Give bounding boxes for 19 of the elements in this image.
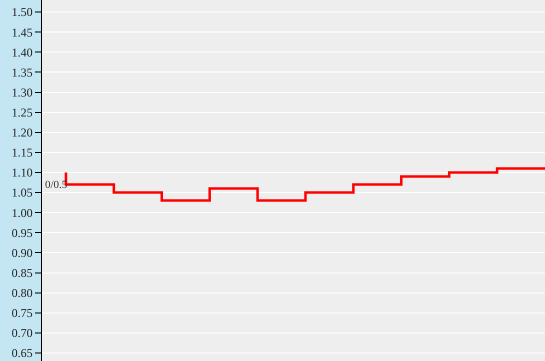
annotation: 0/0.5	[45, 179, 68, 191]
y-tick-label: 1.40	[12, 45, 33, 60]
y-tick-label: 0.85	[12, 266, 33, 280]
y-tick-label: 0.80	[12, 286, 33, 300]
y-tick-label: 0.70	[12, 326, 33, 340]
y-tick-label: 1.30	[12, 85, 33, 100]
y-tick-label: 1.25	[12, 106, 33, 120]
y-tick-label: 0.90	[12, 246, 33, 260]
y-tick-label: 1.20	[12, 126, 33, 140]
y-tick-label: 0.65	[12, 346, 33, 360]
y-tick-label: 1.35	[12, 65, 33, 80]
y-tick-label: 1.45	[12, 25, 33, 40]
y-tick-label: 1.05	[12, 186, 33, 200]
y-tick-label: 1.10	[12, 166, 33, 180]
y-tick-label: 0.75	[12, 306, 33, 320]
y-tick-label: 1.50	[12, 5, 33, 20]
y-tick-label: 1.00	[12, 206, 33, 220]
y-tick-label: 0.95	[12, 226, 33, 240]
y-tick-label: 1.15	[12, 146, 33, 160]
